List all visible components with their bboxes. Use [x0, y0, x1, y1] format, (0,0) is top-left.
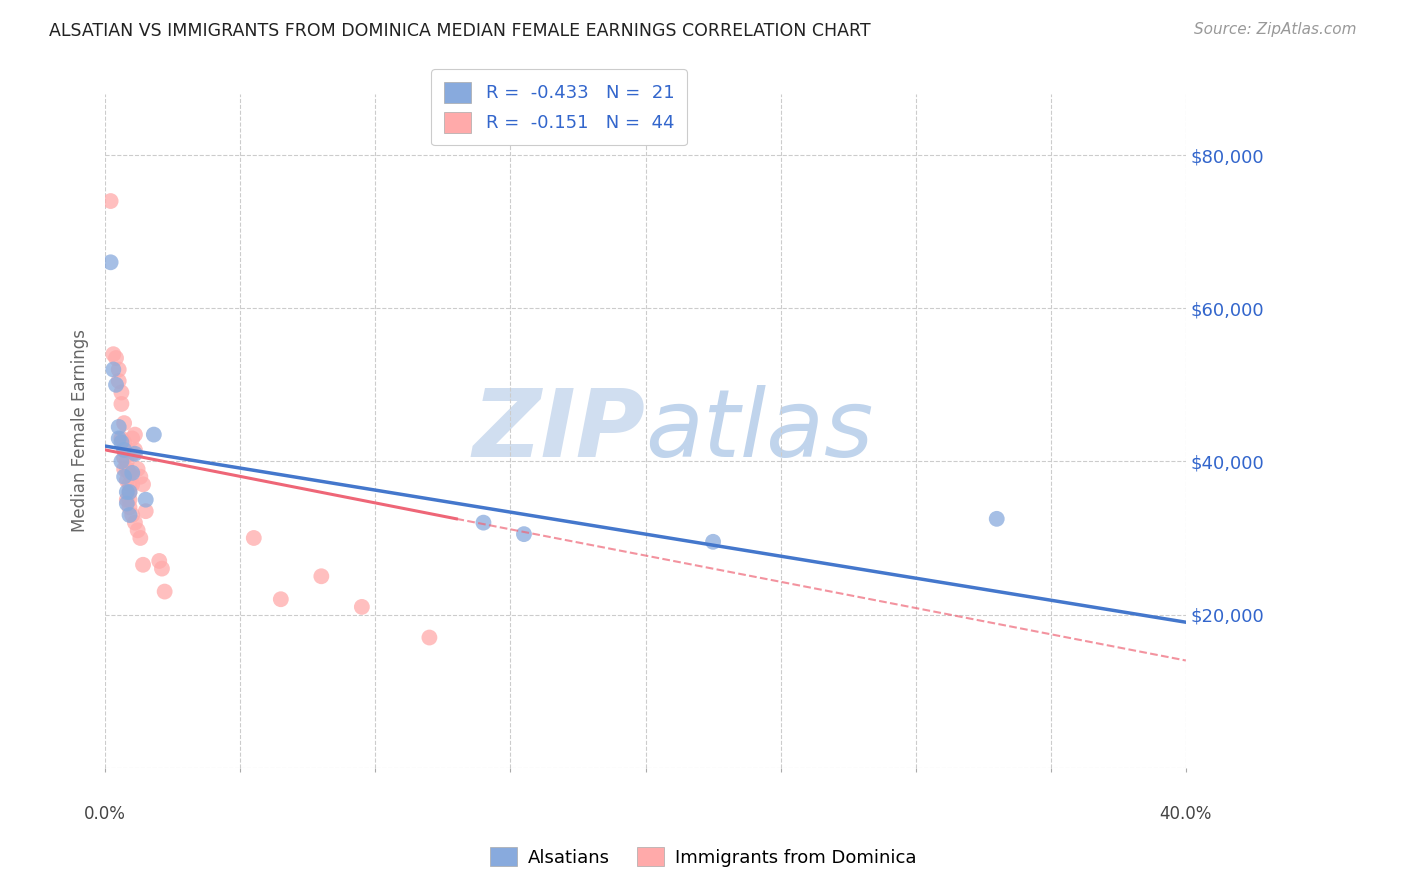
Point: [121, 432, 143, 446]
Point: [148, 554, 170, 568]
Point: [118, 485, 141, 500]
Point: [110, 435, 132, 450]
Point: [112, 442, 135, 457]
Point: [100, 255, 122, 269]
Point: [112, 469, 135, 483]
Point: [350, 599, 373, 614]
Point: [103, 362, 125, 376]
Point: [115, 492, 138, 507]
Legend: R =  -0.433   N =  21, R =  -0.151   N =  44: R = -0.433 N = 21, R = -0.151 N = 44: [432, 70, 686, 145]
Point: [127, 462, 149, 476]
Point: [115, 454, 138, 468]
Point: [112, 416, 135, 430]
Point: [110, 397, 132, 411]
Point: [121, 508, 143, 522]
Point: [105, 351, 128, 365]
Text: 40.0%: 40.0%: [1160, 805, 1212, 822]
Y-axis label: Median Female Earnings: Median Female Earnings: [72, 329, 89, 533]
Point: [115, 485, 138, 500]
Point: [132, 558, 155, 572]
Point: [472, 516, 495, 530]
Point: [121, 477, 143, 491]
Point: [100, 194, 122, 208]
Point: [135, 504, 157, 518]
Legend: Alsatians, Immigrants from Dominica: Alsatians, Immigrants from Dominica: [482, 840, 924, 874]
Point: [107, 374, 129, 388]
Point: [110, 454, 132, 468]
Point: [121, 466, 143, 480]
Point: [103, 347, 125, 361]
Point: [112, 462, 135, 476]
Point: [153, 584, 176, 599]
Point: [118, 500, 141, 515]
Point: [986, 512, 1008, 526]
Point: [115, 474, 138, 488]
Point: [105, 377, 128, 392]
Point: [118, 477, 141, 491]
Point: [112, 450, 135, 465]
Point: [702, 534, 724, 549]
Text: ZIP: ZIP: [472, 384, 645, 476]
Point: [112, 442, 135, 457]
Text: 0.0%: 0.0%: [84, 805, 127, 822]
Text: atlas: atlas: [645, 385, 873, 476]
Point: [129, 469, 152, 483]
Point: [132, 477, 155, 491]
Point: [270, 592, 292, 607]
Point: [107, 420, 129, 434]
Text: ALSATIAN VS IMMIGRANTS FROM DOMINICA MEDIAN FEMALE EARNINGS CORRELATION CHART: ALSATIAN VS IMMIGRANTS FROM DOMINICA MED…: [49, 22, 870, 40]
Point: [118, 466, 141, 480]
Point: [124, 447, 146, 461]
Point: [150, 561, 173, 575]
Point: [107, 362, 129, 376]
Point: [110, 385, 132, 400]
Point: [124, 516, 146, 530]
Point: [112, 435, 135, 450]
Point: [110, 432, 132, 446]
Point: [124, 427, 146, 442]
Point: [121, 447, 143, 461]
Point: [142, 427, 165, 442]
Point: [115, 462, 138, 476]
Point: [311, 569, 333, 583]
Point: [129, 531, 152, 545]
Point: [115, 496, 138, 510]
Point: [124, 442, 146, 457]
Point: [118, 492, 141, 507]
Point: [418, 631, 440, 645]
Point: [118, 508, 141, 522]
Point: [107, 432, 129, 446]
Point: [127, 524, 149, 538]
Point: [135, 492, 157, 507]
Point: [243, 531, 266, 545]
Point: [118, 485, 141, 500]
Text: Source: ZipAtlas.com: Source: ZipAtlas.com: [1194, 22, 1357, 37]
Point: [513, 527, 536, 541]
